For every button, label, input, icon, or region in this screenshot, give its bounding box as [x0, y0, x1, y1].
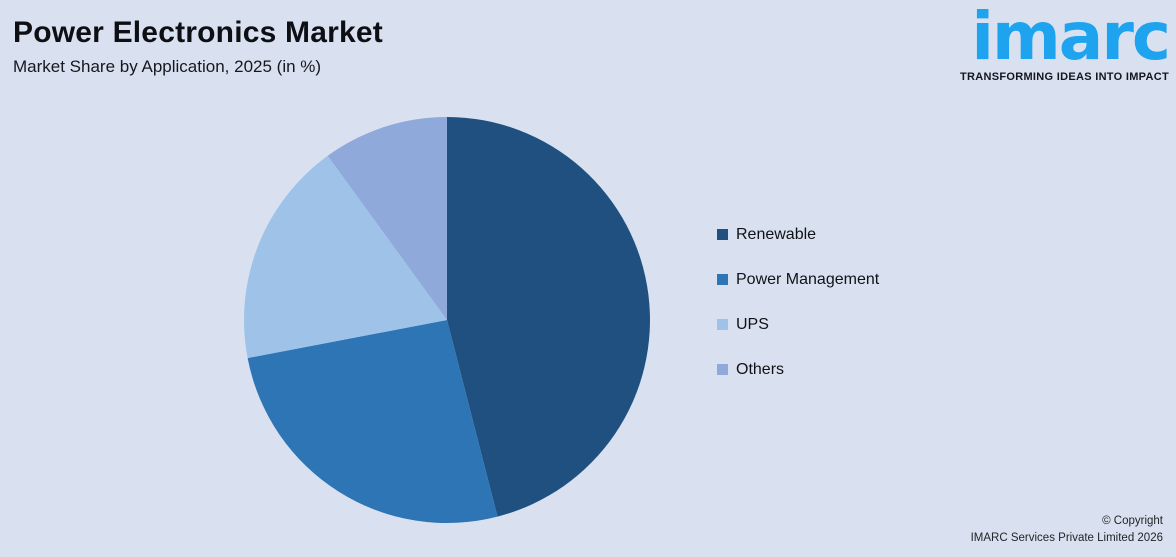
legend-label-ups: UPS: [736, 315, 769, 333]
imarc-wordmark: imarc: [971, 0, 1171, 75]
copyright-line1: © Copyright: [1102, 515, 1163, 527]
chart-legend: Renewable Power Management UPS Others: [717, 225, 879, 405]
copyright: © Copyright IMARC Services Private Limit…: [971, 513, 1163, 547]
pie-slice-power-management: [247, 320, 498, 523]
legend-label-renewable: Renewable: [736, 225, 817, 243]
page-subtitle: Market Share by Application, 2025 (in %): [13, 56, 322, 76]
page-title: Power Electronics Market: [13, 16, 383, 49]
legend-label-power-management: Power Management: [736, 270, 880, 288]
legend-item-power-management: Power Management: [717, 270, 879, 289]
copyright-line2: IMARC Services Private Limited 2026: [970, 532, 1163, 544]
chart-header: Power Electronics Market Market Share by…: [13, 16, 383, 77]
legend-item-ups: UPS: [717, 315, 879, 334]
legend-item-others: Others: [717, 360, 879, 379]
legend-swatch-others: [717, 364, 728, 375]
pie-slice-ups: [244, 155, 447, 359]
legend-label-others: Others: [736, 360, 785, 378]
imarc-tagline: TRANSFORMING IDEAS INTO IMPACT: [959, 70, 1169, 83]
pie-chart: [244, 117, 650, 523]
legend-swatch-renewable: [717, 229, 728, 240]
pie-slice-others: [327, 117, 447, 320]
legend-swatch-power-management: [717, 274, 728, 285]
legend-item-renewable: Renewable: [717, 225, 879, 244]
imarc-logo: imarc TRANSFORMING IDEAS INTO IMPACT: [959, 0, 1171, 83]
pie-slice-renewable: [447, 117, 650, 517]
legend-swatch-ups: [717, 319, 728, 330]
pie-chart-area: [237, 110, 657, 530]
